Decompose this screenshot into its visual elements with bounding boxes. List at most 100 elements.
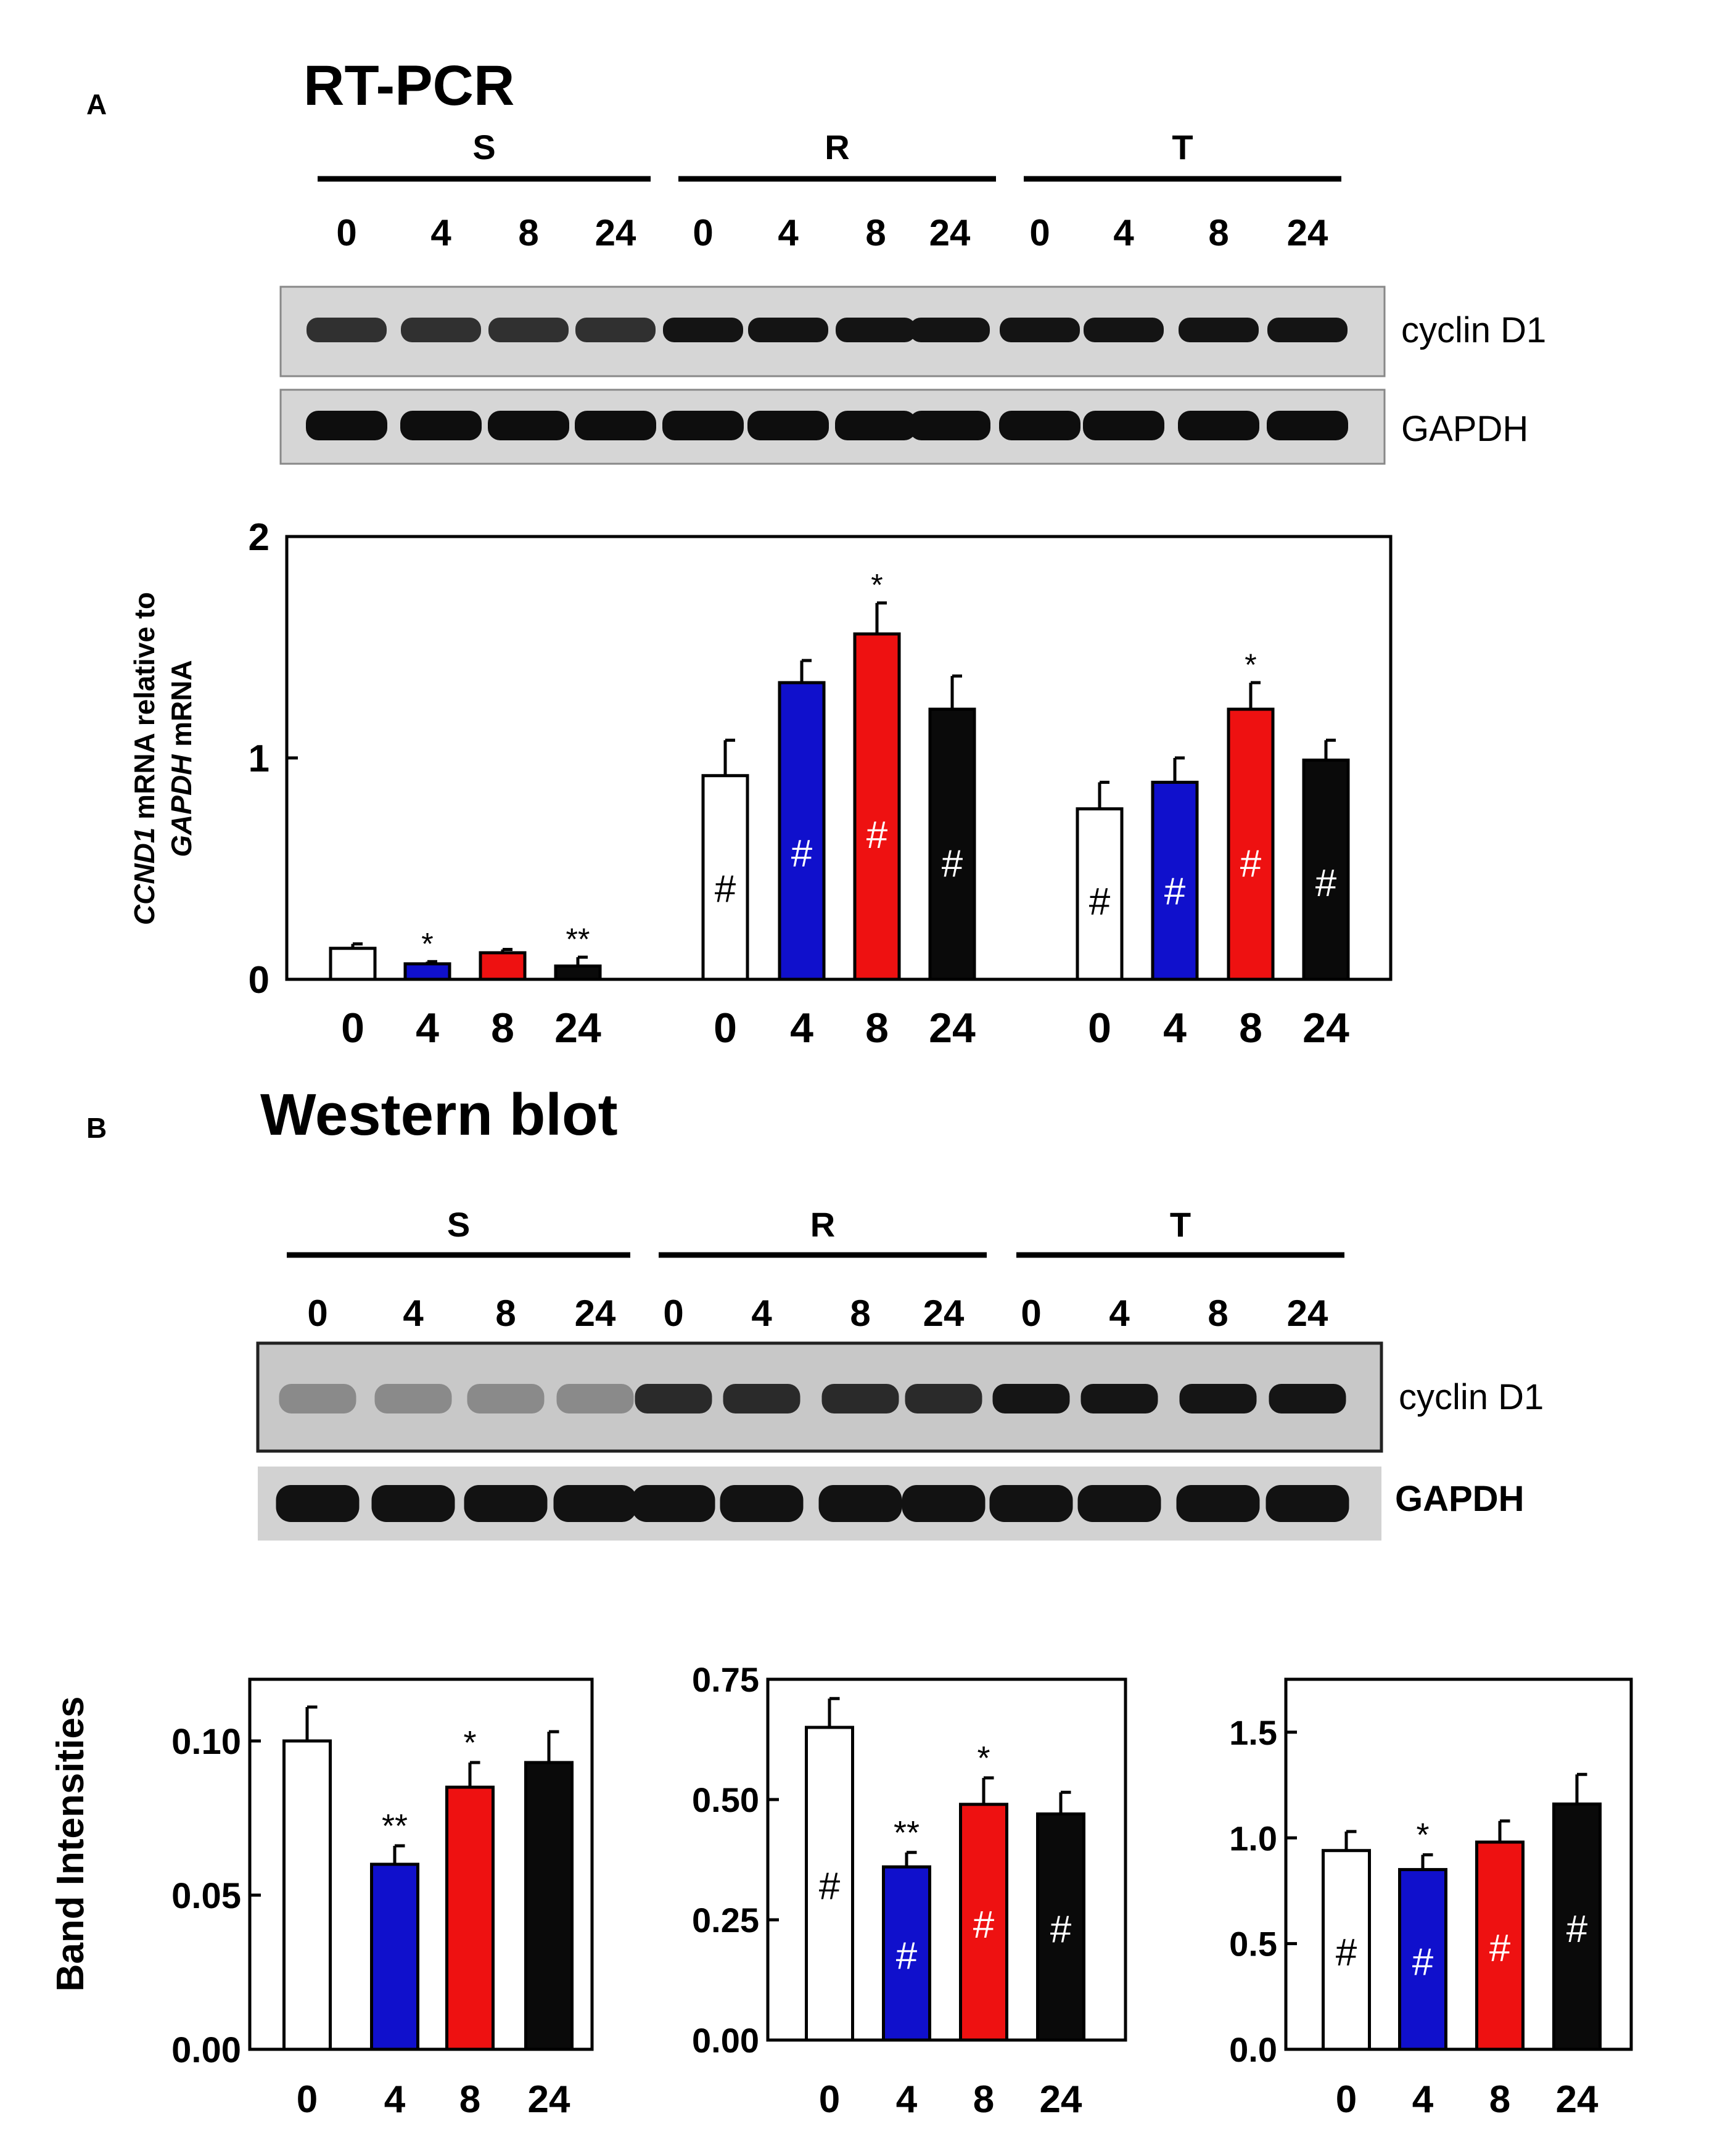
y-tick-label: 1 — [249, 738, 270, 780]
group-label-R: R — [810, 1205, 835, 1244]
hash-mark: # — [715, 868, 736, 910]
rtpcr-gel-gapdh — [279, 389, 1386, 465]
gel-band — [1267, 318, 1348, 342]
group-label-S: S — [447, 1205, 470, 1244]
x-category-label: 4 — [416, 1005, 439, 1051]
bar — [1151, 780, 1199, 981]
ylabel-gene-ccnd1: CCND1 — [128, 828, 160, 925]
gel-band — [1269, 1384, 1346, 1413]
lane-label: 4 — [403, 1293, 424, 1334]
significance-mark: ** — [894, 1814, 920, 1851]
x-category-label: 0 — [341, 1005, 364, 1051]
gel-band — [999, 411, 1080, 440]
gel-band — [374, 1384, 452, 1413]
lane-label: 4 — [1113, 212, 1134, 253]
gel-band — [575, 411, 656, 440]
panel-b-lane-labels: 0 4 8 24 0 4 8 24 0 4 8 24 — [307, 1293, 1328, 1334]
hash-mark: # — [1164, 871, 1186, 913]
x-category-label: 24 — [929, 1005, 976, 1051]
x-category-label: 8 — [1489, 2078, 1510, 2121]
bar — [479, 951, 527, 981]
bar — [928, 707, 976, 981]
y-tick-label: 0.50 — [692, 1780, 759, 1819]
group-label-S: S — [472, 128, 495, 167]
group-label-T: T — [1172, 128, 1193, 167]
y-tick-label: 0.25 — [692, 1901, 759, 1940]
hash-mark: # — [1050, 1909, 1072, 1951]
gel-band — [467, 1384, 545, 1413]
group-label-R: R — [825, 128, 849, 167]
significance-mark: * — [871, 568, 883, 603]
gel-band — [400, 411, 482, 440]
plot-frame — [285, 535, 1393, 981]
gel-band — [1083, 411, 1164, 440]
gel-band — [1179, 1384, 1257, 1413]
gel-band — [835, 411, 916, 440]
y-tick-label: 0.00 — [171, 2030, 241, 2070]
lane-label: 0 — [1021, 1293, 1041, 1334]
x-category-label: 0 — [297, 2078, 318, 2121]
gel-band — [1176, 1485, 1260, 1522]
gel-band — [910, 318, 990, 342]
significance-mark: * — [1416, 1817, 1429, 1854]
ylabel-text-2: mRNA — [165, 660, 197, 754]
gel-band — [992, 1384, 1070, 1413]
gel-band — [1077, 1485, 1161, 1522]
bar — [1552, 1802, 1602, 2051]
gel-band — [902, 1485, 986, 1522]
hash-mark: # — [942, 843, 963, 886]
y-tick-label: 0.05 — [171, 1876, 241, 1916]
gel-band — [747, 411, 829, 440]
x-category-label: 8 — [459, 2078, 480, 2121]
wb-r-bar-chart: 0.00 0.25 0.50 0.75 #0 ** #4 * #8 #24 — [692, 1660, 1127, 2121]
bar — [445, 1785, 495, 2051]
hash-mark: # — [896, 1935, 918, 1978]
x-category-label: 4 — [1412, 2078, 1434, 2121]
lane-label: 0 — [1029, 212, 1050, 253]
wb-gapdh-label: GAPDH — [1395, 1479, 1524, 1519]
gel-band — [575, 318, 656, 342]
gel-band — [307, 318, 387, 342]
hash-mark: # — [1336, 1932, 1357, 1974]
lane-label: 24 — [1287, 1293, 1328, 1334]
x-category-label: 8 — [865, 1005, 889, 1051]
x-category-label: 0 — [714, 1005, 737, 1051]
gel-band — [1000, 318, 1080, 342]
gel-band — [909, 411, 990, 440]
gel-band — [1178, 411, 1259, 440]
bar — [524, 1761, 574, 2051]
gel-band — [989, 1485, 1073, 1522]
bar — [282, 1739, 332, 2051]
hash-mark: # — [1089, 881, 1111, 923]
hash-mark: # — [1566, 1908, 1588, 1951]
gel-band — [1267, 411, 1348, 440]
gel-band — [306, 411, 387, 440]
wb-cyclin-label: cyclin D1 — [1399, 1377, 1544, 1417]
significance-mark: * — [977, 1740, 990, 1777]
lane-label: 24 — [1287, 212, 1328, 253]
bar — [778, 681, 826, 981]
gel-band — [720, 1485, 804, 1522]
x-category-label: 8 — [491, 1005, 514, 1051]
plot-frame — [766, 1677, 1127, 2042]
wb-blot-gapdh — [258, 1467, 1381, 1541]
wb-ylabel: Band Intensities — [49, 1697, 92, 1992]
significance-mark: ** — [382, 1808, 408, 1845]
gel-band — [276, 1485, 360, 1522]
lane-label: 0 — [693, 212, 713, 253]
x-category-label: 24 — [1040, 2078, 1082, 2121]
bar — [329, 947, 377, 981]
x-category-label: 24 — [528, 2078, 570, 2121]
ylabel-line-1: CCND1 mRNA relative to — [128, 592, 160, 925]
lane-label: 8 — [850, 1293, 870, 1334]
bar — [1398, 1868, 1447, 2051]
ylabel-line-2: GAPDH mRNA — [165, 660, 197, 857]
x-category-label: 8 — [1239, 1005, 1262, 1051]
gel-band — [663, 318, 743, 342]
lane-label: 0 — [336, 212, 356, 253]
rtpcr-ylabel: CCND1 mRNA relative to GAPDH mRNA — [128, 592, 197, 925]
gel-band — [1080, 1384, 1158, 1413]
gel-band — [836, 318, 916, 342]
x-category-label: 0 — [1336, 2078, 1357, 2121]
